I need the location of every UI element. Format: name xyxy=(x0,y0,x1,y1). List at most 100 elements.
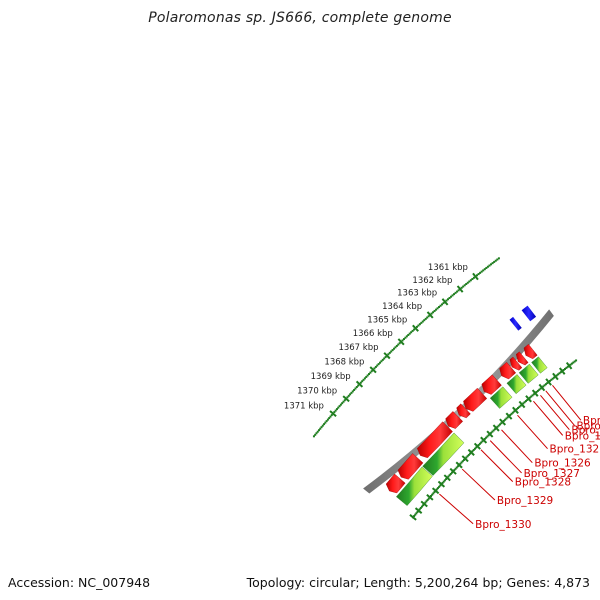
scale-tick-label: 1370 kbp xyxy=(297,387,337,397)
scale-minor-tick xyxy=(482,269,485,272)
scale-minor-tick xyxy=(376,364,379,367)
scale-minor-tick xyxy=(312,435,315,438)
scale-minor-tick xyxy=(370,370,373,373)
outer-minor-tick xyxy=(504,418,507,421)
scale-minor-tick xyxy=(427,315,430,318)
scale-tick-label: 1361 kbp xyxy=(428,263,468,273)
scale-minor-tick xyxy=(317,429,320,432)
forward-gene xyxy=(523,343,538,360)
scale-minor-tick xyxy=(410,331,413,334)
outer-minor-tick xyxy=(492,429,495,432)
scale-minor-tick xyxy=(351,390,354,393)
gene-label-leader xyxy=(501,429,533,464)
forward-gene xyxy=(463,387,488,412)
outer-minor-tick xyxy=(519,404,522,407)
outer-major-tick xyxy=(545,378,552,386)
forward-gene xyxy=(515,351,529,366)
outer-minor-tick xyxy=(523,401,526,404)
scale-minor-tick xyxy=(472,276,475,279)
reverse-gene xyxy=(422,432,465,476)
scale-minor-tick xyxy=(391,349,394,352)
scale-minor-tick xyxy=(326,418,329,421)
outer-major-tick xyxy=(512,406,519,414)
scale-minor-tick xyxy=(337,406,340,409)
forward-gene xyxy=(456,403,471,419)
outer-minor-tick xyxy=(526,398,529,401)
outer-minor-tick xyxy=(416,510,419,513)
outer-minor-tick xyxy=(443,479,446,482)
scale-minor-tick xyxy=(321,424,324,427)
outer-minor-tick xyxy=(447,475,450,478)
scale-minor-tick xyxy=(404,336,407,339)
scale-ring: 1361 kbp 1362 kbp 1363 kbp 1364 kbp 1365 kbp… xyxy=(284,257,500,438)
outer-minor-tick xyxy=(431,493,434,496)
gene-label: Bpro_1327 xyxy=(524,468,580,480)
forward-gene xyxy=(417,421,453,459)
scale-minor-tick xyxy=(369,371,372,374)
scale-minor-tick xyxy=(325,420,328,423)
outer-minor-tick xyxy=(430,495,433,497)
scale-minor-tick xyxy=(320,426,323,429)
scale-major-tick xyxy=(355,380,364,388)
outer-minor-tick xyxy=(530,395,533,398)
outer-minor-tick xyxy=(509,413,512,416)
gene-label-leader xyxy=(489,440,522,474)
scale-minor-tick xyxy=(334,409,337,412)
outer-minor-tick xyxy=(491,430,494,433)
gene-label: Bpro_1323 xyxy=(571,425,600,437)
scale-minor-tick xyxy=(436,307,439,310)
backbone-arc xyxy=(363,309,554,494)
scale-minor-tick xyxy=(413,328,416,331)
outer-minor-tick xyxy=(570,362,573,365)
scale-minor-tick xyxy=(418,323,421,326)
scale-minor-tick xyxy=(338,405,341,408)
outer-minor-tick xyxy=(496,425,499,428)
gene-label-layer: Bpro_1321Bpro_1322Bpro_1323Bpro_1324 Bpro… xyxy=(439,385,600,531)
outer-major-tick xyxy=(518,400,526,409)
blue-feature-track xyxy=(509,305,537,331)
gene-label-leader xyxy=(480,449,514,482)
gene-label: Bpro_1325 xyxy=(550,444,600,456)
scale-minor-tick xyxy=(488,264,491,267)
outer-major-tick xyxy=(559,367,566,375)
outer-major-tick xyxy=(499,418,507,426)
scale-minor-tick xyxy=(381,358,384,361)
outer-minor-tick xyxy=(558,372,561,375)
outer-major-tick xyxy=(437,480,446,488)
forward-gene xyxy=(509,356,523,371)
gene-label-leader xyxy=(533,400,564,436)
scale-minor-tick xyxy=(316,430,319,433)
scale-minor-tick xyxy=(355,386,358,389)
gene-label-leader xyxy=(461,468,496,501)
outer-major-tick xyxy=(531,389,539,397)
scale-minor-tick xyxy=(424,317,427,320)
scale-major-tick xyxy=(369,366,377,374)
gene-label: Bpro_1326 xyxy=(534,458,591,470)
scale-minor-tick xyxy=(346,396,349,399)
scale-minor-tick xyxy=(387,353,390,356)
gene-label: Bpro_1321 xyxy=(583,415,600,427)
scale-minor-tick xyxy=(330,414,333,417)
outer-minor-tick xyxy=(480,441,483,444)
outer-major-tick xyxy=(492,424,500,432)
gene-label-leader xyxy=(545,390,575,426)
scale-minor-tick xyxy=(476,274,479,277)
outer-minor-tick xyxy=(422,504,425,507)
scale-minor-tick xyxy=(388,351,391,354)
scale-minor-tick xyxy=(343,399,346,402)
scale-minor-tick xyxy=(357,384,360,387)
scale-tick-label: 1367 kbp xyxy=(338,343,378,353)
outer-minor-tick xyxy=(433,491,436,494)
scale-minor-tick xyxy=(471,278,474,281)
outer-minor-tick xyxy=(511,411,514,414)
scale-minor-tick xyxy=(393,347,396,350)
scale-minor-tick xyxy=(379,361,382,364)
outer-minor-tick xyxy=(432,492,435,495)
outer-minor-tick xyxy=(546,382,549,385)
scale-tick-label: 1366 kbp xyxy=(353,329,393,339)
scale-minor-tick xyxy=(451,294,454,297)
scale-minor-tick xyxy=(349,393,352,396)
scale-minor-tick xyxy=(390,350,393,353)
scale-minor-tick xyxy=(483,268,486,271)
